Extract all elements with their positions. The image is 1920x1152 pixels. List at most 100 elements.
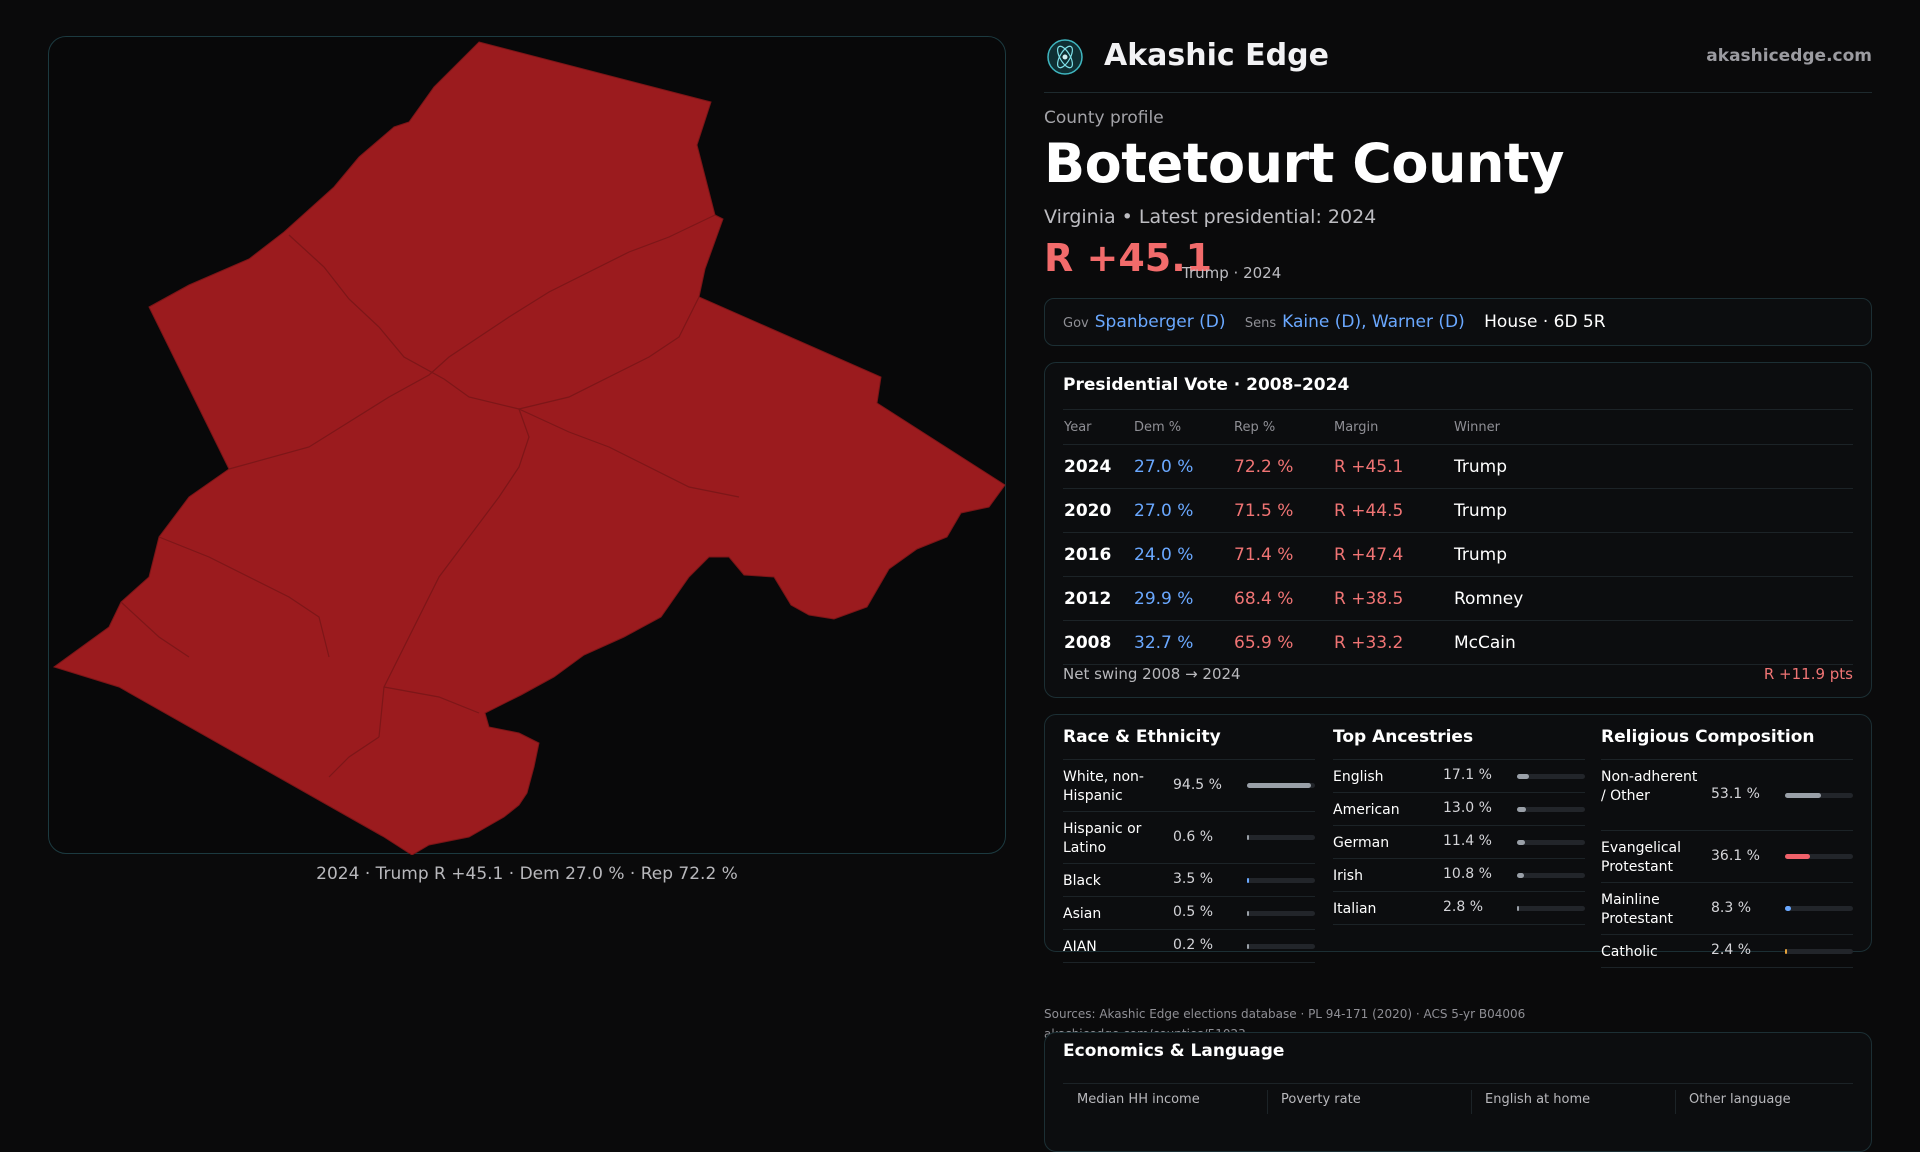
table-header-row: Year Dem % Rep % Margin Winner xyxy=(1063,409,1853,445)
stat-label: Non-adherent / Other xyxy=(1601,769,1698,804)
col-year: Year xyxy=(1063,409,1133,445)
stat-value: 3.5 % xyxy=(1173,871,1214,887)
race-list: White, non-Hispanic 94.5 % Hispanic or Lat… xyxy=(1063,760,1315,963)
stat-label: Asian xyxy=(1063,906,1102,922)
row-year: 2016 xyxy=(1063,532,1133,577)
atom-logo-icon[interactable] xyxy=(1046,38,1084,76)
stat-bar-fill xyxy=(1785,854,1810,859)
stat-value: 8.3 % xyxy=(1711,899,1752,916)
house-delegation: House · 6D 5R xyxy=(1484,312,1606,332)
row-margin: R +47.4 xyxy=(1333,532,1453,577)
stat-bar xyxy=(1247,783,1315,788)
ancestry-title: Top Ancestries xyxy=(1333,727,1585,760)
demographics-card: Race & Ethnicity White, non-Hispanic 94.5… xyxy=(1044,714,1872,968)
row-year: 2012 xyxy=(1063,576,1133,621)
row-rep: 71.5 % xyxy=(1233,488,1333,533)
stat-value: 36.1 % xyxy=(1711,847,1760,864)
row-rep: 68.4 % xyxy=(1233,576,1333,621)
stat-bar xyxy=(1517,905,1585,911)
stat-row: AIAN 0.2 % xyxy=(1063,930,1315,963)
race-title: Race & Ethnicity xyxy=(1063,727,1315,760)
stat-row: Evangelical Protestant 36.1 % xyxy=(1601,831,1853,883)
stat-row: Asian 0.5 % xyxy=(1063,897,1315,930)
stat-bar xyxy=(1247,877,1315,883)
stat-label: Mainline Protestant xyxy=(1601,892,1674,927)
stat-label: German xyxy=(1333,835,1390,851)
row-dem: 32.7 % xyxy=(1133,620,1233,665)
stat-value: 10.8 % xyxy=(1443,866,1492,882)
stat-bar xyxy=(1517,839,1585,845)
county-map[interactable] xyxy=(49,37,1007,855)
stat-value: 53.1 % xyxy=(1711,786,1760,802)
stat-value: 13.0 % xyxy=(1443,800,1492,816)
presidential-title: Presidential Vote · 2008–2024 xyxy=(1063,375,1350,395)
net-swing-value: R +11.9 pts xyxy=(1763,665,1853,683)
county-shape[interactable] xyxy=(52,41,1006,855)
stat-bar-fill xyxy=(1517,872,1524,878)
ancestries-section: Top Ancestries English 17.1 % American 13.0… xyxy=(1333,727,1585,925)
gov-label: Gov xyxy=(1063,316,1089,331)
row-year: 2008 xyxy=(1063,620,1133,665)
stat-row: Non-adherent / Other 53.1 % xyxy=(1601,760,1853,831)
stat-label: English xyxy=(1333,769,1384,785)
econ-col-poverty: Poverty rate xyxy=(1281,1092,1361,1107)
stat-bar-fill xyxy=(1785,792,1821,798)
table-row: 2008 32.7 % 65.9 % R +33.2 McCain xyxy=(1063,620,1853,665)
row-margin: R +44.5 xyxy=(1333,488,1453,533)
race-ethnicity-section: Race & Ethnicity White, non-Hispanic 94.5… xyxy=(1063,727,1315,963)
col-dem: Dem % xyxy=(1133,409,1233,445)
row-dem: 27.0 % xyxy=(1133,444,1233,489)
presidential-vote-card: Presidential Vote · 2008–2024 Year Dem %… xyxy=(1044,362,1872,698)
econ-divider xyxy=(1267,1090,1268,1114)
row-winner: Trump xyxy=(1453,532,1853,577)
stat-value: 17.1 % xyxy=(1443,767,1492,783)
subdivision-lines xyxy=(120,214,740,778)
brand-name[interactable]: Akashic Edge xyxy=(1104,38,1329,73)
stat-bar-fill xyxy=(1517,905,1519,911)
stat-bar xyxy=(1247,910,1315,916)
stat-row: Italian 2.8 % xyxy=(1333,892,1585,925)
profile-eyebrow: County profile xyxy=(1044,108,1164,128)
row-year: 2020 xyxy=(1063,488,1133,533)
table-row: 2016 24.0 % 71.4 % R +47.4 Trump xyxy=(1063,532,1853,577)
county-map-panel[interactable] xyxy=(48,36,1007,855)
stat-row: Mainline Protestant 8.3 % xyxy=(1601,883,1853,935)
row-winner: Trump xyxy=(1453,444,1853,489)
row-dem: 29.9 % xyxy=(1133,576,1233,621)
stat-bar xyxy=(1785,854,1853,859)
stat-label: Evangelical Protestant xyxy=(1601,840,1682,875)
row-winner: Trump xyxy=(1453,488,1853,533)
econ-col-english: English at home xyxy=(1485,1092,1591,1107)
stat-row: Catholic 2.4 % xyxy=(1601,935,1853,968)
stat-row: Hispanic or Latino 0.6 % xyxy=(1063,812,1315,864)
stat-bar-fill xyxy=(1247,835,1249,840)
stat-bar-fill xyxy=(1247,943,1249,949)
stat-bar xyxy=(1247,943,1315,949)
row-rep: 65.9 % xyxy=(1233,620,1333,665)
econ-col-other-lang: Other language xyxy=(1689,1092,1791,1107)
stat-value: 0.5 % xyxy=(1173,904,1214,920)
stat-label: AIAN xyxy=(1063,939,1097,955)
religion-section: Religious Composition Non-adherent / Oth… xyxy=(1601,727,1853,968)
stat-value: 11.4 % xyxy=(1443,833,1492,849)
stat-label: Hispanic or Latino xyxy=(1063,821,1142,856)
senators-names: Kaine (D), Warner (D) xyxy=(1282,312,1465,332)
page-title: Botetourt County xyxy=(1044,132,1564,195)
religion-title: Religious Composition xyxy=(1601,727,1853,760)
row-margin: R +45.1 xyxy=(1333,444,1453,489)
net-swing-label: Net swing 2008 → 2024 xyxy=(1063,665,1241,683)
econ-col-income: Median HH income xyxy=(1077,1092,1200,1107)
row-dem: 24.0 % xyxy=(1133,532,1233,577)
stat-row: English 17.1 % xyxy=(1333,760,1585,793)
stat-label: Black xyxy=(1063,873,1101,889)
col-winner: Winner xyxy=(1453,409,1853,445)
col-margin: Margin xyxy=(1333,409,1453,445)
stat-value: 94.5 % xyxy=(1173,776,1222,793)
stat-bar xyxy=(1517,872,1585,878)
stat-row: American 13.0 % xyxy=(1333,793,1585,826)
stat-value: 2.8 % xyxy=(1443,899,1484,915)
brand-url-link[interactable]: akashicedge.com xyxy=(1706,46,1872,66)
stat-bar-fill xyxy=(1517,806,1526,812)
row-winner: McCain xyxy=(1453,620,1853,665)
stat-bar-fill xyxy=(1785,906,1791,911)
